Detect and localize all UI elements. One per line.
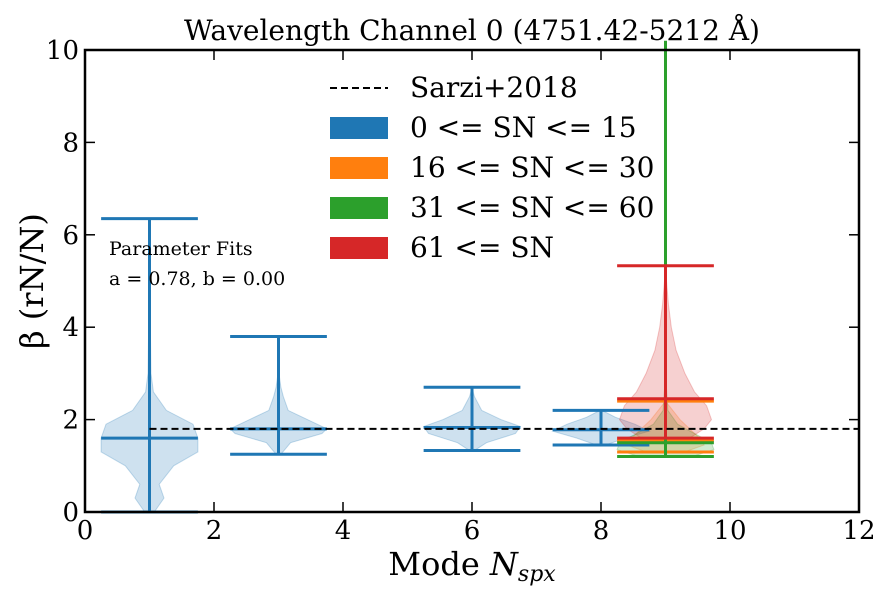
x-axis-label-prefix: Mode: [388, 545, 490, 583]
x-tick-label: 0: [77, 516, 94, 546]
y-tick-label: 8: [62, 128, 79, 158]
legend-label: 16 <= SN <= 30: [410, 151, 654, 184]
marker-layer: [101, 40, 714, 514]
x-tick-label: 4: [335, 516, 352, 546]
x-tick-label: 10: [713, 516, 746, 546]
x-tick-label: 8: [593, 516, 610, 546]
annotation-line-1: Parameter Fits: [109, 238, 253, 260]
x-tick-label: 6: [464, 516, 481, 546]
legend-swatch: [330, 237, 388, 259]
y-tick-label: 10: [46, 36, 79, 66]
tick-layer: 0 2 4 6 8 10 12 0 2 4 6 8 10: [46, 36, 876, 546]
y-tick-label: 0: [62, 498, 79, 528]
y-axis-label: β (rN/N): [13, 213, 51, 349]
annotation-line-2: a = 0.78, b = 0.00: [109, 268, 285, 290]
x-axis-label: Mode Nspx: [388, 545, 556, 587]
x-tick-label: 12: [842, 516, 875, 546]
violin-layer: [100, 218, 715, 513]
y-tick-label: 2: [62, 406, 79, 436]
legend-label: 31 <= SN <= 60: [410, 191, 654, 224]
legend-label: 0 <= SN <= 15: [410, 111, 637, 144]
legend-swatch: [330, 197, 388, 219]
legend-label: 61 <= SN: [410, 231, 554, 264]
y-tick-label: 4: [62, 313, 79, 343]
y-tick-label: 6: [62, 221, 79, 251]
x-tick-label: 2: [206, 516, 223, 546]
legend-swatch: [330, 157, 388, 179]
annotation: Parameter Fits a = 0.78, b = 0.00: [109, 238, 285, 290]
x-axis-label-var: N: [489, 545, 519, 583]
legend: Sarzi+2018 0 <= SN <= 15 16 <= SN <= 30 31 …: [330, 71, 654, 264]
legend-label-reference: Sarzi+2018: [410, 71, 578, 104]
chart-title: Wavelength Channel 0 (4751.42-5212 Å): [184, 14, 760, 47]
legend-swatch: [330, 117, 388, 139]
x-axis-label-sub: spx: [518, 562, 556, 587]
